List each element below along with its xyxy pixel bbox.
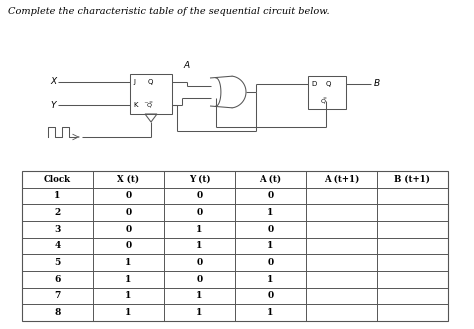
Text: Complete the characteristic table of the sequential circuit below.: Complete the characteristic table of the… <box>8 7 329 16</box>
Text: 1: 1 <box>196 291 203 300</box>
Text: 8: 8 <box>55 308 61 317</box>
Text: 1: 1 <box>55 191 61 200</box>
Text: Y (t): Y (t) <box>189 175 210 184</box>
Text: 2: 2 <box>55 208 61 217</box>
Text: 4: 4 <box>55 241 61 250</box>
Text: 0: 0 <box>196 191 202 200</box>
Text: 0: 0 <box>126 225 132 234</box>
Text: J: J <box>133 79 135 85</box>
Text: 0: 0 <box>196 258 202 267</box>
Text: B (t+1): B (t+1) <box>394 175 430 184</box>
Text: 7: 7 <box>55 291 61 300</box>
Text: 1: 1 <box>125 308 132 317</box>
Text: 1: 1 <box>267 241 273 250</box>
Text: 3: 3 <box>55 225 61 234</box>
Text: 0: 0 <box>267 225 273 234</box>
Text: 6: 6 <box>55 275 61 284</box>
Text: 5: 5 <box>55 258 61 267</box>
Text: 0: 0 <box>267 291 273 300</box>
Bar <box>22 171 448 321</box>
Text: Q: Q <box>321 98 326 104</box>
Text: 0: 0 <box>196 275 202 284</box>
Text: 1: 1 <box>267 275 273 284</box>
Text: Q: Q <box>147 103 152 108</box>
Text: 1: 1 <box>267 308 273 317</box>
Text: 0: 0 <box>267 191 273 200</box>
Text: 1: 1 <box>196 225 203 234</box>
Text: 0: 0 <box>126 241 132 250</box>
Text: 1: 1 <box>125 291 132 300</box>
Text: Clock: Clock <box>44 175 71 184</box>
Text: 0: 0 <box>267 258 273 267</box>
Text: X (t): X (t) <box>118 175 139 184</box>
Text: 1: 1 <box>125 275 132 284</box>
Text: B: B <box>374 80 380 89</box>
Bar <box>130 74 172 114</box>
Text: A (t): A (t) <box>259 175 282 184</box>
Text: Q: Q <box>148 79 154 85</box>
Text: 1: 1 <box>267 208 273 217</box>
Text: 1: 1 <box>125 258 132 267</box>
Text: 1: 1 <box>196 241 203 250</box>
Text: K: K <box>133 102 137 108</box>
Text: Q: Q <box>326 81 331 87</box>
Bar <box>308 76 346 109</box>
Text: A (t+1): A (t+1) <box>324 175 359 184</box>
Text: D: D <box>311 81 316 87</box>
Text: 0: 0 <box>196 208 202 217</box>
Text: A: A <box>184 61 190 70</box>
Text: 0: 0 <box>126 208 132 217</box>
Text: Y: Y <box>50 100 55 110</box>
Text: X: X <box>50 78 56 87</box>
Text: 1: 1 <box>196 308 203 317</box>
Text: 0: 0 <box>126 191 132 200</box>
